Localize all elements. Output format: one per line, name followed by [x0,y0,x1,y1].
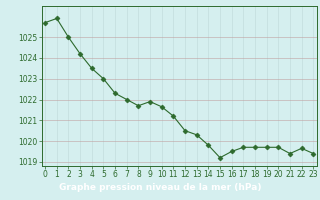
Text: Graphe pression niveau de la mer (hPa): Graphe pression niveau de la mer (hPa) [59,182,261,192]
